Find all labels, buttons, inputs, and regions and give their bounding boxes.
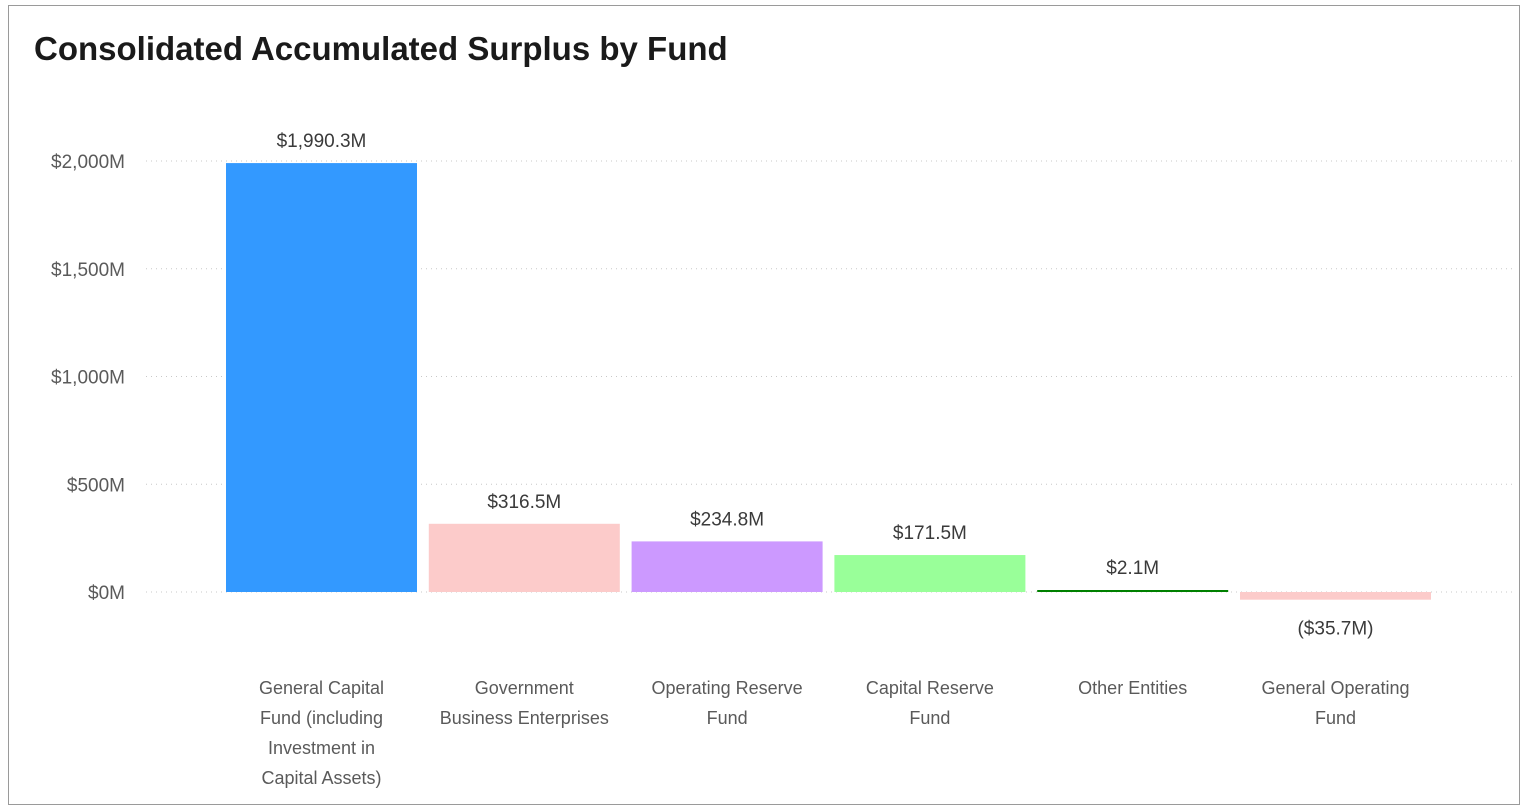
bar	[1240, 592, 1431, 600]
bar	[834, 555, 1026, 592]
x-tick-label-line: Fund (including	[260, 708, 383, 728]
y-tick-label: $0M	[88, 583, 125, 604]
x-tick-label: Other Entities	[1078, 678, 1187, 698]
data-label: $171.5M	[893, 523, 967, 544]
data-label: $1,990.3M	[277, 131, 367, 152]
x-tick-label: General Capital Fund (including Investment…	[259, 678, 384, 788]
y-tick-label: $500M	[67, 475, 125, 496]
bar	[1037, 590, 1229, 592]
x-tick-label: Operating Reserve Fund	[652, 678, 803, 728]
x-tick-label-line: Investment in	[268, 738, 375, 758]
x-tick-label-line: General Capital	[259, 678, 384, 698]
x-tick-label-line: Capital Reserve	[866, 678, 994, 698]
x-tick-label-line: General Operating	[1261, 678, 1409, 698]
x-tick-label: Government Business Enterprises	[440, 678, 609, 728]
x-tick-label: Capital Reserve Fund	[866, 678, 994, 728]
x-tick-label-line: Capital Assets)	[261, 768, 381, 788]
x-tick-label: General Operating Fund	[1261, 678, 1409, 728]
x-tick-label-line: Operating Reserve	[652, 678, 803, 698]
data-label: $234.8M	[690, 509, 764, 530]
x-tick-label-line: Government	[475, 678, 574, 698]
chart-title: Consolidated Accumulated Surplus by Fund	[34, 30, 728, 67]
y-tick-label: $1,000M	[51, 368, 125, 389]
x-tick-label-line: Fund	[707, 708, 748, 728]
data-label: ($35.7M)	[1297, 619, 1373, 640]
bar	[631, 541, 823, 592]
bar	[428, 523, 620, 592]
bar	[226, 163, 417, 593]
y-tick-label: $2,000M	[51, 152, 125, 173]
x-tick-label-line: Fund	[909, 708, 950, 728]
data-label: $316.5M	[487, 492, 561, 513]
x-tick-label-line: Business Enterprises	[440, 708, 609, 728]
data-label: $2.1M	[1106, 558, 1159, 579]
y-tick-label: $1,500M	[51, 260, 125, 281]
x-tick-label-line: Fund	[1315, 708, 1356, 728]
x-tick-label-line: Other Entities	[1078, 678, 1187, 698]
